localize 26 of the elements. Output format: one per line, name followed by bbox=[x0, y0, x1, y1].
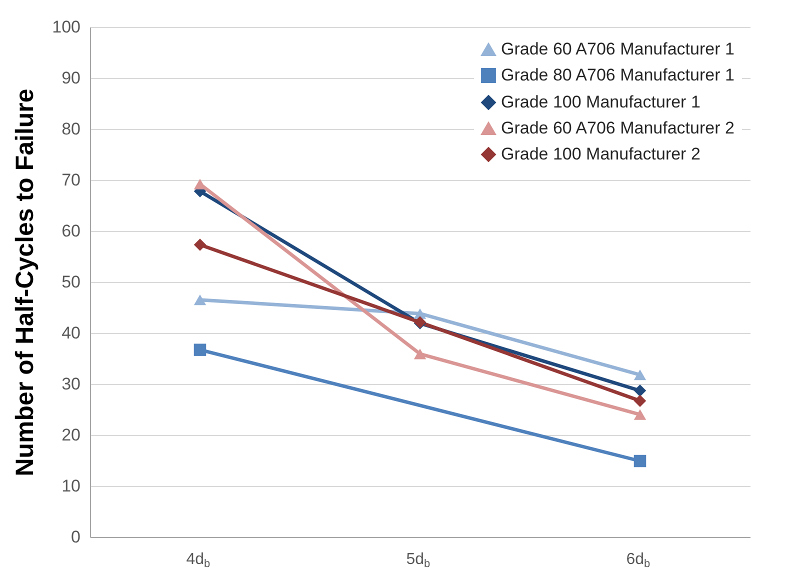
y-tick-label: 70 bbox=[62, 170, 80, 190]
y-tick-label: 60 bbox=[62, 222, 80, 240]
legend-label: Grade 60 A706 Manufacturer 1 bbox=[501, 40, 734, 58]
y-axis-title: Number of Half-Cycles to Failure bbox=[11, 88, 40, 476]
y-tick-label: 20 bbox=[62, 426, 80, 444]
point bbox=[634, 409, 646, 420]
y-tick-label: 10 bbox=[62, 476, 80, 496]
point bbox=[194, 294, 206, 306]
point bbox=[194, 344, 206, 356]
y-tick-label: 100 bbox=[52, 18, 80, 36]
point bbox=[634, 370, 646, 380]
y-tick-label: 40 bbox=[62, 324, 80, 342]
y-tick-label: 0 bbox=[71, 528, 80, 546]
legend-label: Grade 100 Manufacturer 2 bbox=[501, 144, 700, 164]
point bbox=[634, 394, 646, 407]
y-tick-label: 90 bbox=[62, 68, 80, 88]
point bbox=[634, 384, 646, 397]
legend-label: Grade 100 Manufacturer 1 bbox=[501, 92, 700, 112]
point bbox=[414, 348, 426, 360]
y-tick-label: 50 bbox=[62, 272, 80, 292]
legend-label: Grade 60 A706 Manufacturer 2 bbox=[501, 118, 734, 138]
point bbox=[194, 238, 206, 251]
legend-label: Grade 80 A706 Manufacturer 1 bbox=[501, 66, 734, 84]
point bbox=[634, 454, 646, 468]
y-tick-label: 80 bbox=[62, 120, 80, 138]
y-tick-label: 30 bbox=[62, 374, 80, 394]
